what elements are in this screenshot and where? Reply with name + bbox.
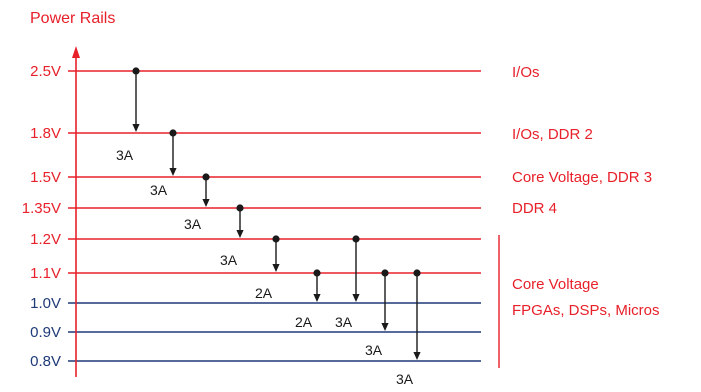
regulator-arrow (313, 269, 321, 302)
arrow-down-icon (413, 352, 421, 360)
regulators-layer: 3A 3A 3A 3A 2A 2A 3A 3A 3A (116, 67, 421, 387)
voltage-label-1-8v: 1.8V (30, 125, 61, 142)
voltage-label-1-0v: 1.0V (30, 295, 61, 312)
arrow-down-icon (272, 264, 280, 272)
current-label: 2A (255, 285, 273, 301)
application-label-fpgas-dsps-micros: FPGAs, DSPs, Micros (512, 302, 660, 319)
application-label-i-os-ddr-2: I/Os, DDR 2 (512, 126, 593, 143)
regulator-arrow (169, 129, 177, 176)
application-label-i-os: I/Os (512, 64, 540, 81)
applications-layer: I/Os I/Os, DDR 2 Core Voltage, DDR 3 DDR 4 C… (498, 64, 660, 368)
diagram-title: Power Rails (30, 10, 115, 27)
current-label: 3A (335, 314, 353, 330)
current-label: 3A (184, 216, 202, 232)
current-label: 3A (116, 147, 134, 163)
application-label-core-voltage-ddr-3: Core Voltage, DDR 3 (512, 169, 652, 186)
arrow-down-icon (381, 323, 389, 331)
current-label: 3A (220, 252, 238, 268)
regulator-arrow (413, 269, 421, 360)
arrow-down-icon (236, 230, 244, 238)
current-label: 3A (150, 182, 168, 198)
current-label: 2A (295, 314, 313, 330)
current-label: 3A (365, 342, 383, 358)
voltage-label-1-2v: 1.2V (30, 231, 61, 248)
current-label: 3A (396, 371, 414, 387)
regulator-arrow (202, 173, 210, 207)
regulator-arrow (132, 67, 140, 132)
voltage-label-1-35v: 1.35V (22, 200, 61, 217)
regulator-arrow (381, 269, 389, 331)
arrow-down-icon (313, 294, 321, 302)
voltage-label-0-9v: 0.9V (30, 324, 61, 341)
arrow-down-icon (169, 168, 177, 176)
rails-layer: 2.5V 1.8V 1.5V 1.35V 1.2V 1.1V 1.0V 0.9V 0.8V (22, 63, 481, 370)
voltage-label-1-1v: 1.1V (30, 265, 61, 282)
arrow-down-icon (202, 199, 210, 207)
application-label-ddr-4: DDR 4 (512, 200, 557, 217)
regulator-arrow (272, 235, 280, 272)
application-label-core-voltage: Core Voltage (512, 276, 599, 293)
arrow-down-icon (132, 124, 140, 132)
regulator-arrow (236, 204, 244, 238)
axis-arrow-icon (72, 46, 80, 58)
voltage-label-0-8v: 0.8V (30, 353, 61, 370)
regulator-arrow (352, 235, 360, 302)
axis-layer (72, 46, 80, 377)
arrow-down-icon (352, 294, 360, 302)
voltage-label-1-5v: 1.5V (30, 169, 61, 186)
voltage-label-2-5v: 2.5V (30, 63, 61, 80)
